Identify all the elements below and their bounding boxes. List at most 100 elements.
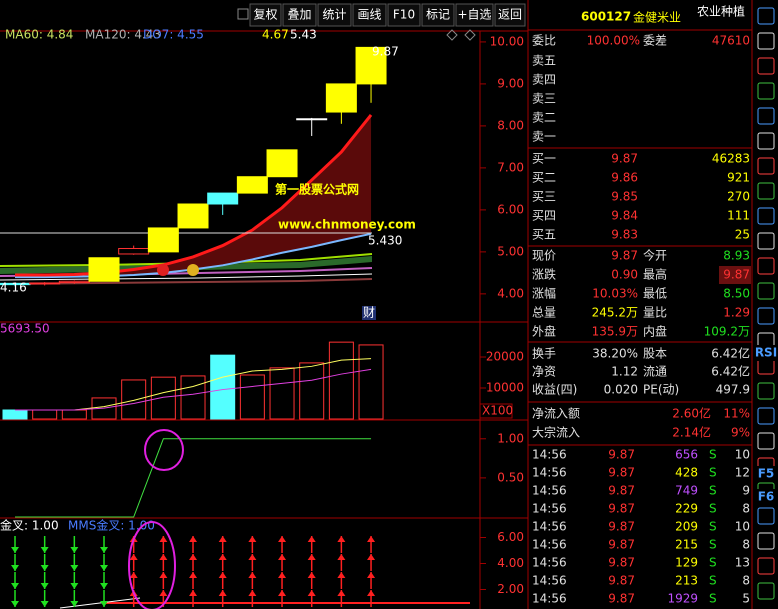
quote-cell: 14:56: [532, 556, 567, 570]
signal-arrow-head: [11, 565, 19, 571]
y-tick-label: 0.50: [497, 470, 524, 484]
quote-cell: 0.020: [604, 383, 638, 397]
quote-cell: 497.9: [716, 383, 750, 397]
signal-arrow-head: [70, 565, 79, 571]
quote-cell: S: [709, 592, 717, 606]
quote-cell: PE(动): [643, 383, 679, 397]
sidebar-label[interactable]: F5: [758, 467, 775, 481]
highlight: [144, 429, 184, 471]
high-label: 9.87: [372, 45, 399, 59]
toolbar-button-label[interactable]: 画线: [357, 8, 381, 22]
marker: [157, 264, 169, 276]
toolbar-button-label[interactable]: 叠加: [287, 8, 311, 22]
y-tick-label: 7.00: [497, 160, 524, 174]
candle-body: [58, 280, 90, 284]
quote-cell: 9.87: [608, 502, 635, 516]
quote-cell: 卖四: [532, 73, 556, 87]
signal-arrow-head: [11, 583, 19, 589]
signal-arrow-head: [367, 536, 376, 542]
quote-cell: 总量: [532, 306, 556, 320]
quote-cell: 10: [735, 520, 750, 534]
quote-cell: 现价: [532, 249, 556, 263]
quote-cell: 8.93: [723, 249, 750, 263]
signal-arrow-head: [189, 572, 198, 578]
quote-cell: 涨幅: [532, 286, 556, 301]
toolbar-button-label[interactable]: 统计: [322, 8, 346, 22]
badge: 财: [363, 306, 375, 320]
toolbar-button-label[interactable]: +自选: [457, 8, 491, 22]
quote-cell: 大宗流入: [532, 425, 580, 440]
quote-cell: 8: [742, 502, 750, 516]
volume-bar: [269, 367, 295, 420]
y-tick-label: 6.00: [497, 202, 524, 216]
volume-bar: [2, 409, 28, 420]
quote-cell: 卖三: [532, 92, 556, 106]
quote-cell: 135.9万: [592, 325, 638, 339]
toolbar-button-label[interactable]: 返回: [498, 8, 522, 22]
legend-entry: 5.43: [290, 28, 317, 42]
toolbar-button[interactable]: [387, 3, 421, 27]
quote-cell: 14:56: [532, 592, 567, 606]
quote-cell: 9%: [731, 426, 750, 440]
quote-cell: 9.87: [608, 448, 635, 462]
toolbar-button[interactable]: [352, 3, 387, 27]
quote-cell: 46283: [712, 152, 750, 166]
quote-cell: 109.2万: [704, 325, 750, 339]
signal-arrow-head: [307, 536, 316, 542]
volume-bar: [358, 344, 384, 420]
quote-cell: 215: [675, 538, 698, 552]
quote-cell: 9.87: [608, 466, 635, 480]
sidebar-label[interactable]: F6: [758, 490, 775, 504]
signal-arrow-head: [189, 554, 198, 560]
signal-arrow-head: [248, 536, 257, 542]
signal-arrow-head: [367, 572, 376, 578]
signal-arrow-head: [367, 590, 376, 596]
sidebar-icon: [757, 382, 775, 400]
y-tick-label: 8.00: [497, 118, 524, 132]
quote-cell: 内盘: [643, 324, 667, 339]
quote-cell: 买一: [532, 152, 556, 166]
signal-arrow-head: [307, 572, 316, 578]
volume-bar: [299, 362, 325, 420]
sidebar-label[interactable]: RSI: [755, 346, 777, 360]
toolbar-button[interactable]: [317, 3, 352, 27]
quote-cell: 净流入额: [532, 407, 580, 421]
toolbar-button-label[interactable]: 标记: [426, 8, 450, 22]
quote-cell: 9.84: [611, 209, 638, 223]
icon: [446, 29, 476, 41]
sidebar-button: [756, 345, 776, 361]
quote-cell: 买三: [532, 190, 556, 204]
quote-cell: 卖一: [532, 130, 556, 144]
quote-cell: 委比: [532, 34, 556, 48]
toolbar-button-label[interactable]: 复权: [253, 8, 277, 22]
stock-code: 600127: [581, 10, 631, 24]
toolbar-button[interactable]: [282, 3, 317, 27]
watermark: 第一股票公式网: [275, 182, 359, 197]
quote-cell: 270: [727, 190, 750, 204]
quote-cell: 14:56: [532, 502, 567, 516]
toolbar-button-label[interactable]: F10: [393, 8, 415, 22]
signal-arrow-head: [189, 590, 198, 596]
signal-arrow-head: [40, 565, 49, 571]
unit-label: X100: [482, 404, 513, 418]
candle-body: [325, 83, 357, 113]
quote-cell: 9.87: [608, 574, 635, 588]
signal-arrow-head: [337, 590, 346, 596]
signal-arrow-head: [248, 572, 257, 578]
quote-cell: 14:56: [532, 520, 567, 534]
legend-bg: [0, 519, 190, 533]
candle-body: [236, 176, 268, 194]
signal-arrow-head: [307, 554, 316, 560]
candle-body: [147, 227, 179, 253]
toolbar-button[interactable]: [249, 3, 282, 27]
sidebar-icon: [757, 582, 775, 600]
quote-cell: S: [709, 520, 717, 534]
quote-cell: 股本: [643, 347, 667, 361]
candle-body: [355, 46, 387, 85]
sidebar-icon: [757, 232, 775, 250]
toolbar-button[interactable]: [455, 3, 494, 27]
toolbar-button[interactable]: [421, 3, 455, 27]
toolbar-button[interactable]: [494, 3, 526, 27]
signal-arrow-head: [218, 590, 227, 596]
candle-body: [118, 248, 150, 255]
